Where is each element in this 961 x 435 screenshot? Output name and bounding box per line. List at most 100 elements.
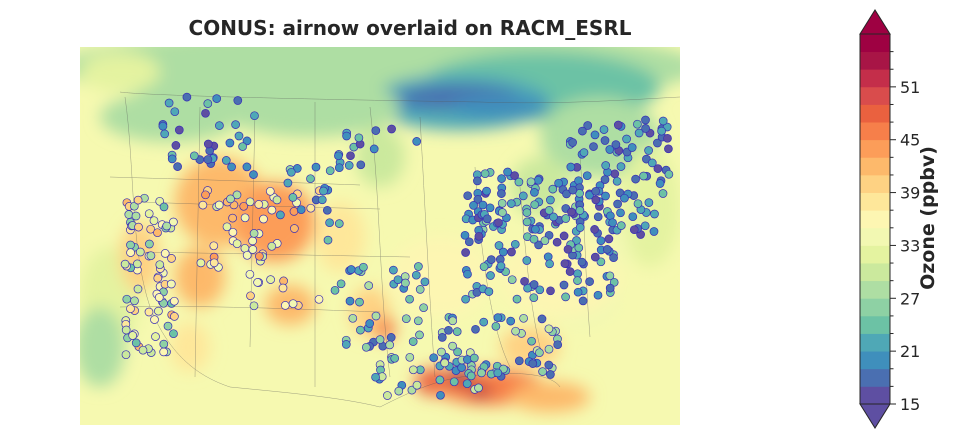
station-marker <box>496 261 506 271</box>
station-marker <box>627 143 637 152</box>
station-marker <box>596 257 606 267</box>
station-marker <box>158 121 168 131</box>
station-marker <box>526 177 536 187</box>
station-marker <box>583 121 593 130</box>
station-marker <box>448 316 458 326</box>
station-marker <box>126 304 135 314</box>
station-marker <box>203 99 213 108</box>
station-marker <box>227 162 236 172</box>
station-marker <box>616 162 626 171</box>
station-marker <box>649 227 659 236</box>
airnow-stations <box>120 92 674 400</box>
colorbar-bin <box>860 298 890 317</box>
colorbar-bin <box>860 122 890 141</box>
station-marker <box>356 160 366 170</box>
station-marker <box>134 222 143 232</box>
station-marker <box>132 259 142 269</box>
station-marker <box>522 208 532 217</box>
station-marker <box>348 313 358 323</box>
station-marker <box>497 174 506 183</box>
station-marker <box>527 336 536 346</box>
station-marker <box>616 208 625 218</box>
station-marker <box>478 200 488 210</box>
station-marker <box>545 259 554 269</box>
station-marker <box>484 287 494 296</box>
station-marker <box>167 154 177 164</box>
station-marker <box>169 329 178 339</box>
station-marker <box>133 195 143 205</box>
station-marker <box>233 96 243 105</box>
station-marker <box>346 151 355 161</box>
station-marker <box>560 259 570 268</box>
station-marker <box>486 271 495 280</box>
station-marker <box>590 252 600 262</box>
station-marker <box>457 363 466 372</box>
station-marker <box>629 225 639 235</box>
station-marker <box>412 137 422 146</box>
station-marker <box>171 141 181 150</box>
station-marker <box>201 190 210 200</box>
station-marker <box>182 92 192 102</box>
station-marker <box>622 134 631 144</box>
colorbar-bin <box>860 210 890 229</box>
station-marker <box>477 368 486 378</box>
station-marker <box>242 136 252 146</box>
station-marker <box>253 278 262 287</box>
station-marker <box>159 339 169 349</box>
station-marker <box>144 209 154 219</box>
station-marker <box>653 164 663 173</box>
station-marker <box>485 203 495 213</box>
station-marker <box>528 359 538 368</box>
station-marker <box>249 301 259 311</box>
station-marker <box>334 163 344 173</box>
station-marker <box>149 216 159 226</box>
station-marker <box>437 347 446 357</box>
station-marker <box>405 352 415 362</box>
station-marker <box>203 139 213 149</box>
station-marker <box>354 133 364 143</box>
station-marker <box>507 275 517 285</box>
station-marker <box>167 254 176 263</box>
station-marker <box>292 164 302 173</box>
station-marker <box>369 144 379 154</box>
colorbar-bin <box>860 333 890 352</box>
colorbar-bin <box>860 157 890 176</box>
station-marker <box>296 205 306 215</box>
station-marker <box>436 390 445 400</box>
station-marker <box>306 203 316 213</box>
station-marker <box>334 151 343 161</box>
station-marker <box>387 124 396 134</box>
station-marker <box>506 316 516 326</box>
station-marker <box>386 333 396 342</box>
station-marker <box>371 126 381 135</box>
station-marker <box>538 367 547 376</box>
station-marker <box>453 347 462 357</box>
station-marker <box>334 219 344 228</box>
station-marker <box>559 280 569 290</box>
station-marker <box>415 285 425 294</box>
station-marker <box>585 277 594 286</box>
station-marker <box>628 212 638 222</box>
station-marker <box>124 210 134 219</box>
station-marker <box>611 140 621 149</box>
station-marker <box>593 290 603 300</box>
station-marker <box>522 217 532 227</box>
station-marker <box>540 236 550 246</box>
station-marker <box>578 296 588 306</box>
station-marker <box>529 234 539 244</box>
colorbar-bin <box>860 245 890 264</box>
station-marker <box>174 125 184 135</box>
station-marker <box>600 175 610 184</box>
colorbar-bin <box>860 51 890 70</box>
station-marker <box>559 231 569 241</box>
station-marker <box>162 221 172 231</box>
station-marker <box>198 200 208 210</box>
station-marker <box>164 98 174 108</box>
station-marker <box>259 214 268 224</box>
station-marker <box>131 211 141 221</box>
station-marker <box>272 195 282 205</box>
station-marker <box>405 294 414 304</box>
station-marker <box>601 161 611 170</box>
colorbar-bin <box>860 104 890 123</box>
station-marker <box>437 333 447 342</box>
